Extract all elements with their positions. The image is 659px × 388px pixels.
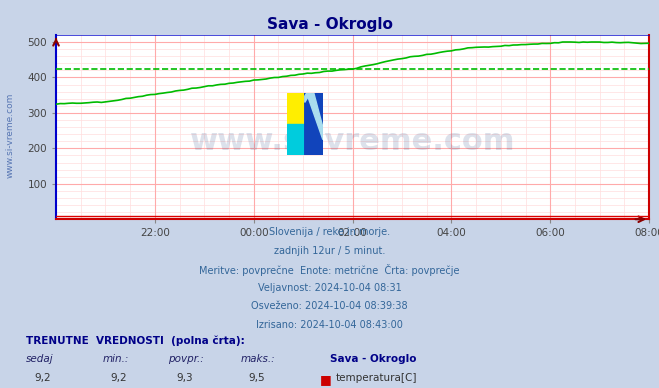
Text: Sava - Okroglo: Sava - Okroglo (330, 354, 416, 364)
Polygon shape (306, 93, 323, 140)
Text: Slovenija / reke in morje.: Slovenija / reke in morje. (269, 227, 390, 237)
Text: min.:: min.: (102, 354, 129, 364)
Text: www.si-vreme.com: www.si-vreme.com (190, 127, 515, 156)
Text: povpr.:: povpr.: (168, 354, 204, 364)
Text: zadnjih 12ur / 5 minut.: zadnjih 12ur / 5 minut. (273, 246, 386, 256)
Polygon shape (304, 93, 323, 155)
Text: maks.:: maks.: (241, 354, 275, 364)
Text: ■: ■ (320, 373, 331, 386)
Text: Veljavnost: 2024-10-04 08:31: Veljavnost: 2024-10-04 08:31 (258, 283, 401, 293)
Polygon shape (304, 93, 310, 102)
Text: sedaj: sedaj (26, 354, 54, 364)
Bar (304, 93, 323, 155)
Text: TRENUTNE  VREDNOSTI  (polna črta):: TRENUTNE VREDNOSTI (polna črta): (26, 336, 245, 346)
Text: 9,2: 9,2 (110, 373, 127, 383)
Text: 9,5: 9,5 (248, 373, 266, 383)
Bar (287, 124, 304, 155)
Text: Osveženo: 2024-10-04 08:39:38: Osveženo: 2024-10-04 08:39:38 (251, 301, 408, 312)
Text: temperatura[C]: temperatura[C] (336, 373, 418, 383)
Bar (287, 93, 304, 124)
Text: Izrisano: 2024-10-04 08:43:00: Izrisano: 2024-10-04 08:43:00 (256, 320, 403, 330)
Text: www.si-vreme.com: www.si-vreme.com (5, 93, 14, 178)
Text: Sava - Okroglo: Sava - Okroglo (266, 17, 393, 33)
Text: Meritve: povprečne  Enote: metrične  Črta: povprečje: Meritve: povprečne Enote: metrične Črta:… (199, 264, 460, 276)
Polygon shape (304, 93, 323, 137)
Text: 9,3: 9,3 (176, 373, 193, 383)
Text: 9,2: 9,2 (34, 373, 51, 383)
